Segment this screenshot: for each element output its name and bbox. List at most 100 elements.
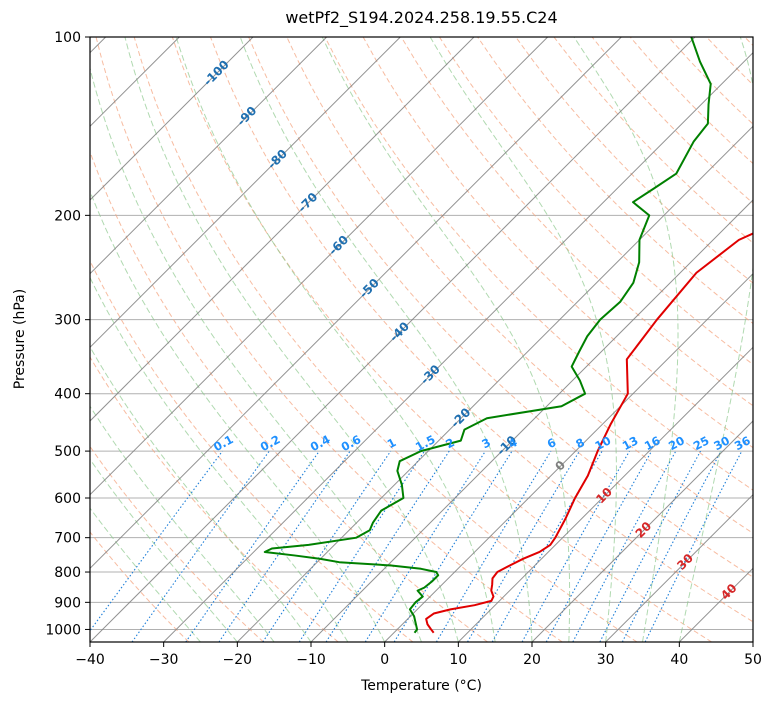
moist-adiabat [90,66,422,642]
y-tick-label: 1000 [45,622,81,638]
dry-adiabat [248,37,753,578]
dry-adiabat [744,37,753,47]
mixing-ratio-line [90,450,223,632]
x-tick-label: −40 [75,652,105,668]
isotherm [457,346,753,642]
isotherm [531,420,753,642]
dry-adiabat [90,531,190,642]
moist-adiabat [90,507,201,642]
mixing-ratio-line [521,450,630,642]
dry-adiabat [90,150,488,642]
isotherms [0,37,753,642]
moist-adiabat [124,37,459,642]
moist-adiabat [321,37,571,642]
mixing-ratio-line [435,450,552,642]
isotherm [90,37,401,349]
mixing-ratio-line [545,450,653,642]
isotherm [310,199,753,642]
isotherm [90,37,549,496]
mixing-ratio-line [467,450,580,642]
dry-adiabat [515,37,753,284]
mixing-ratio-label: 20 [666,433,687,453]
mixing-ratio-line [572,450,677,642]
dry-adiabat [706,37,753,86]
isotherm [90,37,696,642]
isotherm [90,37,328,275]
profiles [263,37,753,634]
moist-adiabat [90,189,386,642]
isotherm-label: -50 [357,276,382,301]
x-axis-label: Temperature (°C) [361,678,482,694]
isotherm-label: 40 [718,581,740,603]
mixing-ratio-line [218,450,351,642]
axis-ticks: −40 −30 −20 −10 0 10 20 30 40 50 100 200 300 400 500 60… [45,30,762,668]
x-tick-label: −10 [296,652,326,668]
x-tick-label: 40 [670,652,688,668]
moist-adiabats [90,37,753,642]
y-tick-label: 400 [54,387,81,403]
isotherm-label: -80 [265,147,290,172]
mixing-ratio-line [298,450,425,642]
mixing-ratio-label: 30 [711,433,732,453]
dry-adiabat [400,37,753,407]
y-tick-label: 800 [54,565,81,581]
isotherm [90,37,475,422]
dry-adiabats [90,37,753,642]
moist-adiabat [175,37,496,642]
dry-adiabat [324,37,753,491]
isotherm [163,51,753,642]
moist-adiabat [90,405,275,642]
moist-adiabat [90,276,349,642]
isotherm [605,493,753,642]
moist-adiabat [90,345,312,642]
mixing-ratio-line [644,450,743,642]
y-tick-label: 500 [54,444,81,460]
mixing-ratio-label: 10 [593,433,614,453]
mixing-ratio-label: 8 [573,435,587,451]
temperature-line [425,232,753,634]
y-tick-label: 200 [54,208,81,224]
isotherm [752,641,753,642]
y-tick-label: 100 [54,30,81,46]
isotherm [678,567,753,642]
chart-title: wetPf2_S194.2024.258.19.55.C24 [285,8,558,27]
moist-adiabat [573,37,679,642]
isotherm [0,37,32,642]
isotherm [90,37,622,570]
isotherm [236,125,753,642]
dry-adiabat [210,37,753,623]
mixing-ratio-line [325,450,450,642]
isotherm [384,272,753,642]
dry-adiabat [133,37,638,642]
moist-adiabat [678,37,753,642]
line-labels: -100-90-80-70-60-50-40-30-20-10010203040… [201,57,753,602]
x-tick-label: 30 [597,652,615,668]
mixing-ratio-line [262,450,392,642]
y-tick-label: 900 [54,595,81,611]
x-tick-label: −20 [223,652,253,668]
dry-adiabat [171,37,712,642]
mixing-ratio-label: 6 [545,435,559,451]
x-tick-label: −30 [149,652,179,668]
dry-adiabat [668,37,753,125]
mixing-ratio-label: 13 [620,433,641,453]
y-tick-label: 700 [54,531,81,547]
mixing-ratio-line [599,450,702,642]
moist-adiabat [429,37,617,642]
moist-adiabat [90,458,238,642]
pressure-gridlines [90,37,753,630]
dry-adiabat [90,356,339,642]
dry-adiabat [95,37,563,642]
plot-frame [89,36,754,643]
dry-adiabat [591,37,753,204]
x-tick-label: 50 [744,652,762,668]
y-tick-label: 300 [54,313,81,329]
x-tick-label: 20 [523,652,541,668]
mixing-ratio-label: 1 [385,435,399,451]
mixing-ratio-line [621,450,722,642]
dry-adiabat [90,259,414,642]
moist-adiabat [239,37,533,642]
y-tick-label: 600 [54,491,81,507]
dry-adiabat [90,445,264,642]
